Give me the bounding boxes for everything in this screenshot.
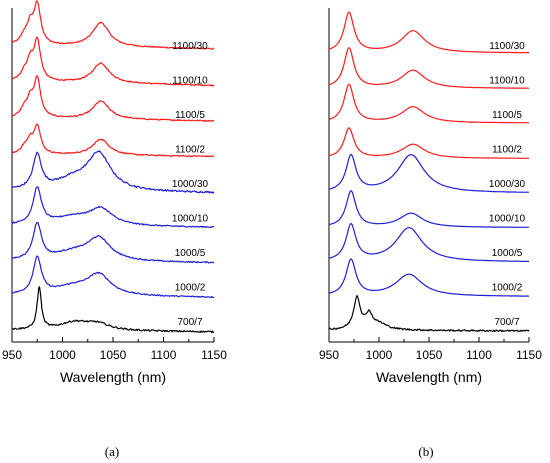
spectrum-trace [11,123,214,158]
trace-label: 700/7 [494,317,519,328]
trace-label: 1000/10 [489,214,526,225]
trace-label: 1100/30 [489,41,525,52]
spectrum-trace [11,286,215,334]
spectrum-trace [328,295,530,333]
spectrum-trace [11,255,215,298]
spectrum-trace [328,190,530,228]
chart-panel-b: 950 1000 1050 1100 1150 Wavelength (nm) 1100/3… [319,8,542,385]
trace-label: 1000/2 [492,283,523,294]
trace-label: 1000/30 [172,179,209,190]
spectrum-trace [328,127,529,159]
x-tick-label: 1000 [49,348,76,362]
spectrum-trace [328,83,530,124]
chart-panel-a: 950 1000 1050 1100 1150 Wavelength (nm) 1100/3… [2,0,227,385]
spectrum-trace [11,75,215,122]
x-tick-label: 1150 [516,348,542,362]
spectrum-trace [11,221,215,264]
x-tick-label: 1000 [366,348,393,362]
trace-label: 1100/2 [492,145,522,156]
x-tick-label: 1050 [100,348,127,362]
trace-label: 1100/30 [172,41,208,52]
spectrum-trace [11,36,215,87]
trace-label: 1100/10 [172,76,208,87]
x-axis-title: Wavelength (nm) [60,369,166,385]
trace-label: 1100/5 [492,110,522,121]
trace-label: 1000/30 [489,179,526,190]
x-tick-label: 1100 [466,348,492,362]
x-tick-label: 1050 [416,348,443,362]
spectrum-trace [328,11,529,54]
trace-label: 1000/10 [172,214,209,225]
spectrum-trace [328,258,530,297]
trace-label: 1000/5 [175,248,206,259]
spectrum-trace [11,150,215,194]
spectrum-trace [11,0,215,50]
x-axis-title: Wavelength (nm) [376,369,482,385]
spectrum-trace [11,186,215,228]
spectrum-trace [328,47,529,89]
trace-label: 1100/5 [175,110,205,121]
spectrum-trace [328,153,529,193]
trace-label: 1000/5 [492,248,523,259]
spectrum-trace [328,223,529,262]
trace-label: 1000/2 [175,283,206,294]
trace-label: 700/7 [177,317,202,328]
x-tick-label: 1150 [201,348,227,362]
trace-label: 1100/2 [175,145,205,156]
x-tick-label: 1100 [151,348,177,362]
trace-label: 1100/10 [489,76,525,87]
panel-b-caption: (b) [418,444,433,459]
panel-a-caption: (a) [105,444,119,459]
x-tick-label: 950 [2,348,22,362]
x-tick-label: 950 [319,348,339,362]
